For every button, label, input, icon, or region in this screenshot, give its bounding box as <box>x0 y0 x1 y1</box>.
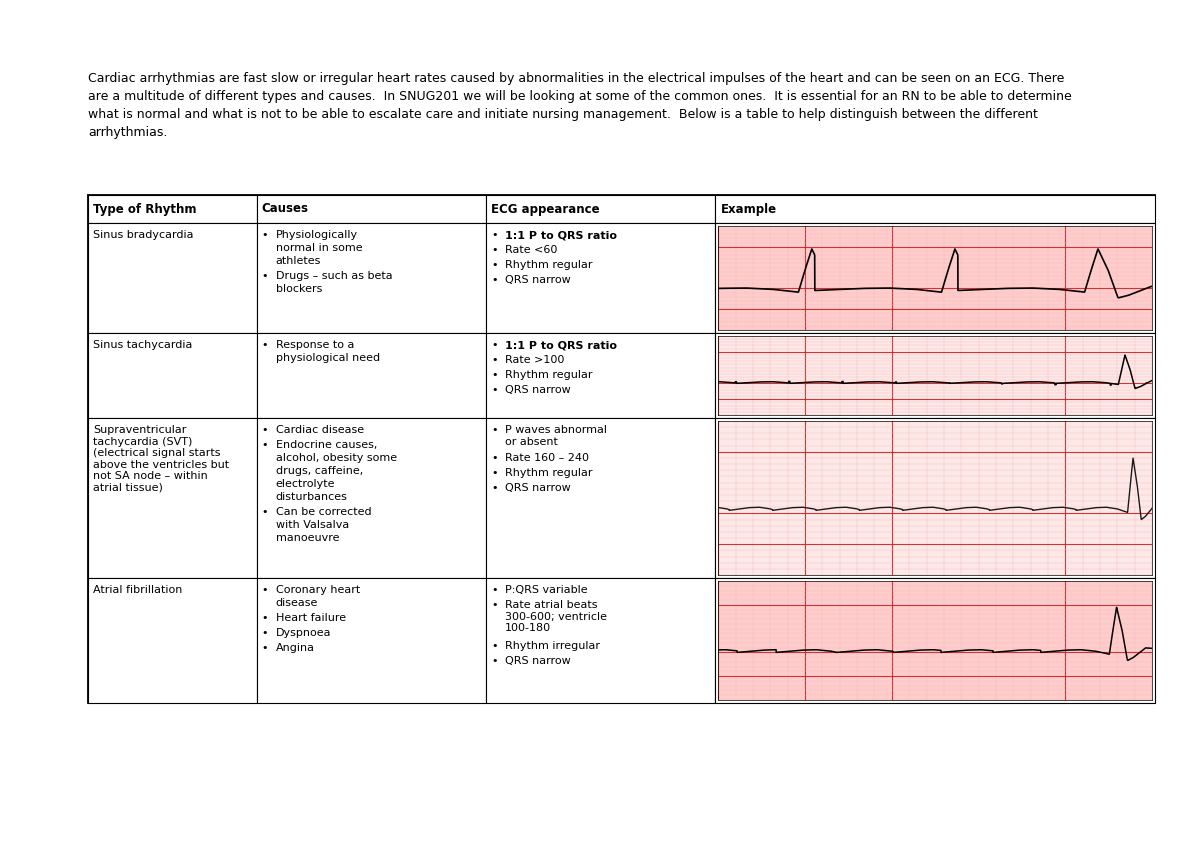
Text: Type of Rhythm: Type of Rhythm <box>94 203 197 215</box>
Text: Drugs – such as beta: Drugs – such as beta <box>276 271 392 281</box>
Text: QRS narrow: QRS narrow <box>505 385 571 395</box>
Text: •: • <box>262 230 268 240</box>
Text: •: • <box>491 585 498 595</box>
Text: P waves abnormal
or absent: P waves abnormal or absent <box>505 425 607 447</box>
Text: Cardiac arrhythmias are fast slow or irregular heart rates caused by abnormaliti: Cardiac arrhythmias are fast slow or irr… <box>88 72 1064 85</box>
Bar <box>715 223 1154 333</box>
Bar <box>715 578 1154 703</box>
Bar <box>88 195 257 223</box>
Text: manoeuvre: manoeuvre <box>276 533 340 543</box>
Text: Can be corrected: Can be corrected <box>276 507 371 517</box>
Text: ECG appearance: ECG appearance <box>491 203 600 215</box>
Text: •: • <box>262 340 268 350</box>
Bar <box>486 195 715 223</box>
Bar <box>88 195 1154 703</box>
Text: •: • <box>491 656 498 666</box>
Text: Rhythm irregular: Rhythm irregular <box>505 641 600 651</box>
Bar <box>88 418 257 578</box>
Bar <box>715 418 1154 578</box>
Bar <box>257 578 486 703</box>
Text: •: • <box>262 507 268 517</box>
Bar <box>486 578 715 703</box>
Text: •: • <box>262 628 268 638</box>
Bar <box>486 333 715 418</box>
Text: Rhythm regular: Rhythm regular <box>505 468 593 478</box>
Text: 1:1 P to QRS ratio: 1:1 P to QRS ratio <box>505 340 617 350</box>
Text: alcohol, obesity some: alcohol, obesity some <box>276 453 397 463</box>
Bar <box>88 578 257 703</box>
Text: disease: disease <box>276 598 318 608</box>
Text: •: • <box>262 425 268 435</box>
Text: •: • <box>491 641 498 651</box>
Text: •: • <box>491 483 498 493</box>
Bar <box>486 223 715 333</box>
Text: •: • <box>262 613 268 623</box>
Text: •: • <box>491 275 498 285</box>
Text: what is normal and what is not to be able to escalate care and initiate nursing : what is normal and what is not to be abl… <box>88 108 1038 121</box>
Text: are a multitude of different types and causes.  In SNUG201 we will be looking at: are a multitude of different types and c… <box>88 90 1072 103</box>
Text: Rate >100: Rate >100 <box>505 355 564 365</box>
Text: athletes: athletes <box>276 256 320 266</box>
Text: Rate atrial beats
300-600; ventricle
100-180: Rate atrial beats 300-600; ventricle 100… <box>505 600 607 633</box>
Text: Heart failure: Heart failure <box>276 613 346 623</box>
Text: •: • <box>491 370 498 380</box>
Text: Angina: Angina <box>276 643 314 653</box>
Text: •: • <box>491 385 498 395</box>
Bar <box>88 223 257 333</box>
Text: •: • <box>491 245 498 255</box>
Text: •: • <box>491 260 498 270</box>
Text: Example: Example <box>720 203 776 215</box>
Text: Supraventricular
tachycardia (SVT)
(electrical signal starts
above the ventricle: Supraventricular tachycardia (SVT) (elec… <box>94 425 229 493</box>
Text: blockers: blockers <box>276 284 322 294</box>
Text: •: • <box>491 468 498 478</box>
Text: Response to a: Response to a <box>276 340 354 350</box>
Text: Rhythm regular: Rhythm regular <box>505 260 593 270</box>
Bar <box>257 333 486 418</box>
Bar <box>88 333 257 418</box>
Text: •: • <box>491 355 498 365</box>
Bar <box>486 418 715 578</box>
Text: •: • <box>491 340 498 350</box>
Text: Atrial fibrillation: Atrial fibrillation <box>94 585 182 595</box>
Text: •: • <box>491 600 498 610</box>
Text: Dyspnoea: Dyspnoea <box>276 628 331 638</box>
Bar <box>257 223 486 333</box>
Text: with Valsalva: with Valsalva <box>276 520 349 530</box>
Text: •: • <box>262 271 268 281</box>
Text: Sinus bradycardia: Sinus bradycardia <box>94 230 193 240</box>
Text: physiological need: physiological need <box>276 353 379 363</box>
Text: electrolyte: electrolyte <box>276 479 335 489</box>
Text: •: • <box>262 643 268 653</box>
Bar <box>257 418 486 578</box>
Text: QRS narrow: QRS narrow <box>505 275 571 285</box>
Text: Physiologically: Physiologically <box>276 230 358 240</box>
Bar <box>715 195 1154 223</box>
Text: QRS narrow: QRS narrow <box>505 483 571 493</box>
Text: Cardiac disease: Cardiac disease <box>276 425 364 435</box>
Text: 1:1 P to QRS ratio: 1:1 P to QRS ratio <box>505 230 617 240</box>
Text: •: • <box>262 585 268 595</box>
Text: •: • <box>491 230 498 240</box>
Text: Rate 160 – 240: Rate 160 – 240 <box>505 453 589 463</box>
Text: drugs, caffeine,: drugs, caffeine, <box>276 466 362 476</box>
Text: Rhythm regular: Rhythm regular <box>505 370 593 380</box>
Text: P:QRS variable: P:QRS variable <box>505 585 588 595</box>
Text: normal in some: normal in some <box>276 243 362 253</box>
Text: Causes: Causes <box>262 203 308 215</box>
Bar <box>715 333 1154 418</box>
Text: arrhythmias.: arrhythmias. <box>88 126 167 139</box>
Text: Sinus tachycardia: Sinus tachycardia <box>94 340 192 350</box>
Text: QRS narrow: QRS narrow <box>505 656 571 666</box>
Text: Rate <60: Rate <60 <box>505 245 557 255</box>
Text: •: • <box>491 453 498 463</box>
Text: disturbances: disturbances <box>276 492 348 502</box>
Text: •: • <box>262 440 268 450</box>
Text: Endocrine causes,: Endocrine causes, <box>276 440 377 450</box>
Bar <box>257 195 486 223</box>
Text: Coronary heart: Coronary heart <box>276 585 360 595</box>
Text: •: • <box>491 425 498 435</box>
